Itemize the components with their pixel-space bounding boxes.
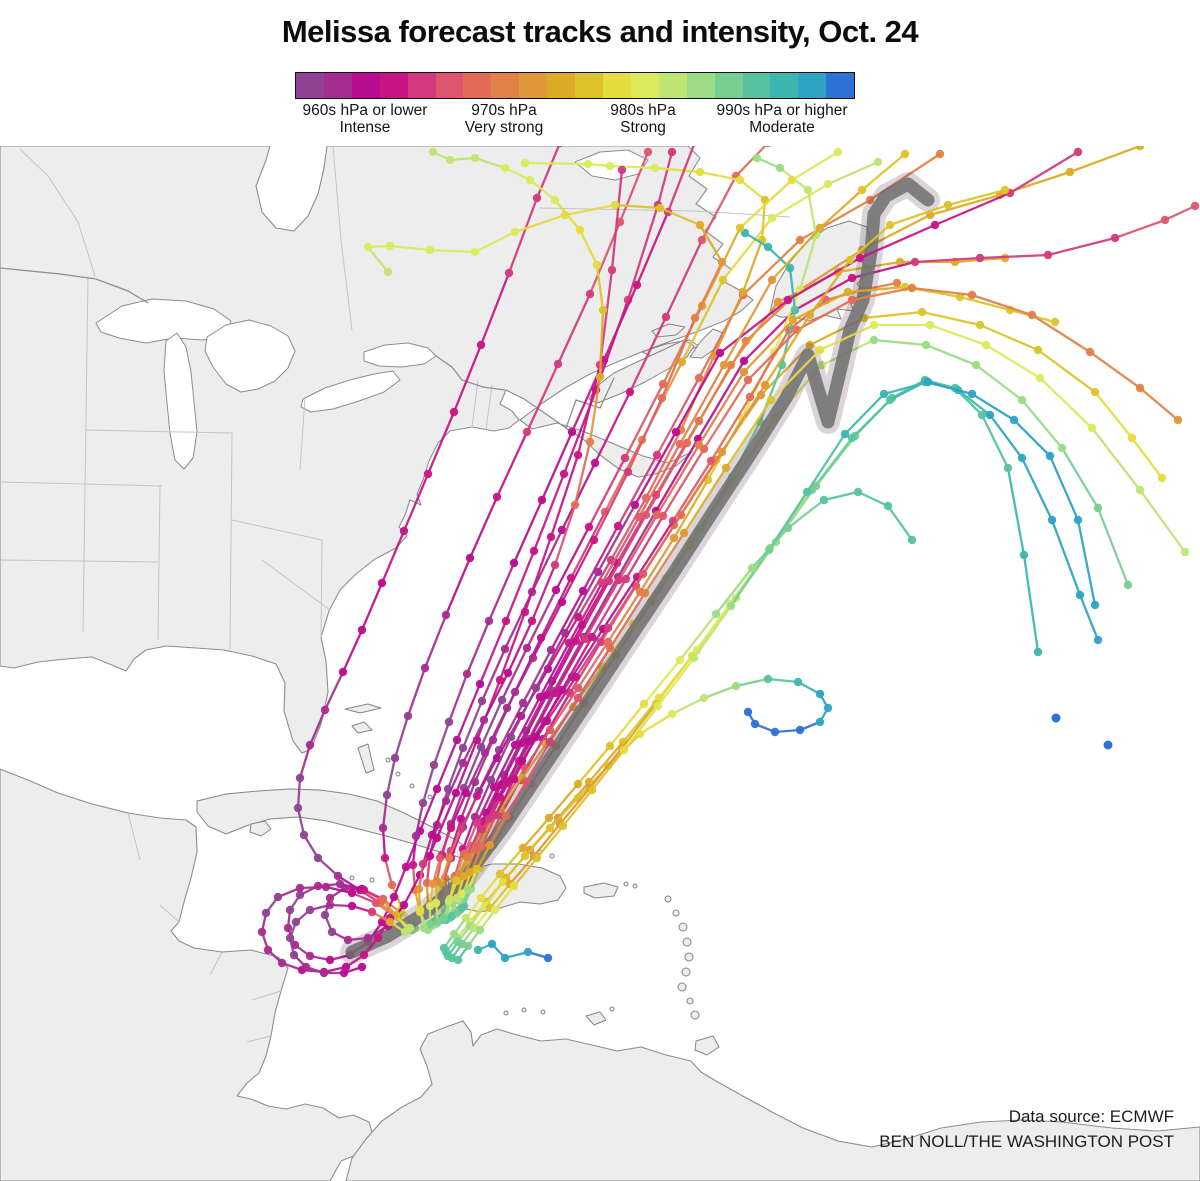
colorbar-swatch-6: [463, 73, 492, 98]
colorbar-swatch-3: [379, 73, 408, 98]
legend-pressure-label: 980s hPa: [610, 102, 676, 119]
small-islands: [349, 757, 700, 1020]
landmass-central-america: [0, 768, 375, 1181]
landmass-north-america: [0, 146, 754, 754]
colorbar-swatch-11: [602, 73, 631, 98]
page-title: Melissa forecast tracks and intensity, O…: [281, 14, 919, 49]
lake-erie: [300, 370, 401, 413]
legend-strength-label: Strong: [620, 119, 666, 136]
colorbar-swatch-17: [770, 73, 799, 98]
legend-group-moderate: 990s hPa or higher Moderate: [717, 102, 848, 136]
mean-track-layer: [340, 172, 940, 964]
colorbar-swatch-19: [826, 73, 855, 98]
intensity-colorbar: [295, 72, 855, 99]
colorbar-swatch-0: [296, 73, 324, 98]
colorbar-swatch-10: [575, 73, 603, 98]
attribution: Data source: ECMWF BEN NOLL/THE WASHINGT…: [879, 1104, 1174, 1154]
national-border-us-canada: [0, 267, 615, 429]
bahamas-andros: [357, 743, 375, 774]
colorbar-swatch-9: [547, 73, 576, 98]
credit-text: BEN NOLL/THE WASHINGTON POST: [879, 1132, 1174, 1151]
colorbar-swatch-5: [435, 73, 464, 98]
legend-strength-label: Intense: [339, 119, 391, 136]
legend-strength-label: Moderate: [749, 119, 815, 136]
colorbar-swatch-7: [491, 73, 520, 98]
landmass-south-america: [345, 1020, 1200, 1181]
state-boundaries: [0, 146, 791, 1043]
island-margarita: [585, 1011, 607, 1026]
legend-group-very-strong: 970s hPa Very strong: [465, 102, 543, 136]
colorbar-swatch-8: [519, 73, 548, 98]
legend-pressure-label: 970s hPa: [471, 102, 537, 119]
colorbar-swatch-2: [351, 73, 380, 98]
island-puerto-rico: [583, 882, 619, 899]
isle-of-youth: [249, 820, 272, 837]
colorbar-swatch-14: [686, 73, 715, 98]
legend-group-intense: 960s hPa or lower Intense: [303, 102, 428, 136]
colorbar-swatch-16: [742, 73, 771, 98]
basemap-layer: [0, 146, 1200, 1181]
legend-pressure-label: 960s hPa or lower: [302, 102, 428, 119]
island-trinidad: [694, 1035, 720, 1056]
legend-pressure-label: 990s hPa or higher: [716, 102, 848, 119]
lake-ontario: [363, 342, 437, 368]
legend-strength-label: Very strong: [464, 119, 544, 136]
data-source-text: Data source: ECMWF: [1008, 1107, 1174, 1126]
lake-michigan: [163, 332, 198, 470]
colorbar-swatch-18: [798, 73, 827, 98]
colorbar-swatch-15: [714, 73, 743, 98]
colorbar-swatch-4: [407, 73, 436, 98]
colorbar-swatch-13: [658, 73, 687, 98]
map-svg: [0, 146, 1200, 1181]
legend-group-strong: 980s hPa Strong: [610, 102, 676, 136]
bahamas-abaco: [351, 721, 373, 734]
colorbar-swatch-12: [630, 73, 659, 98]
ensemble-tracks-over-layer: [257, 146, 1190, 978]
bahamas-grand: [344, 703, 382, 714]
colorbar-swatch-1: [323, 73, 352, 98]
lake-huron: [204, 319, 296, 393]
forecast-map: [0, 146, 1200, 1181]
